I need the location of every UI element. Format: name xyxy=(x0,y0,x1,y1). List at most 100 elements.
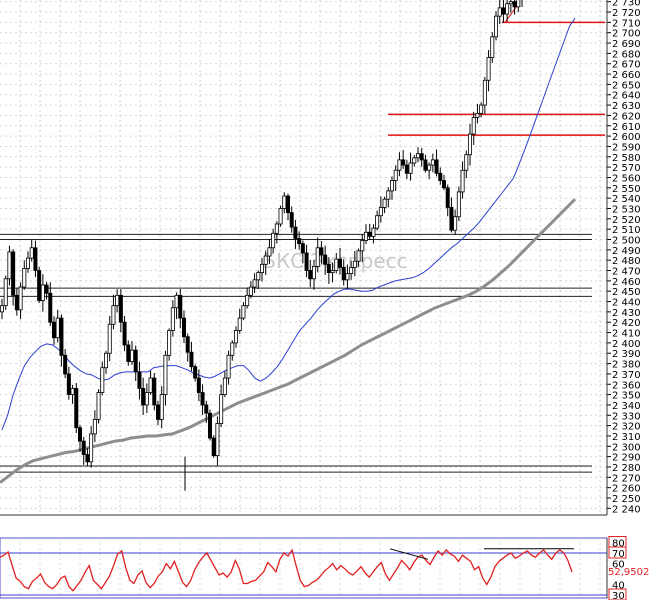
y-tick-label: 2 730 xyxy=(612,0,641,9)
candle-body xyxy=(508,1,513,5)
candle-body xyxy=(107,323,112,354)
candle-body xyxy=(141,387,146,406)
osc-last-value-label: 52,95023 xyxy=(608,567,650,578)
candle-body xyxy=(516,0,521,8)
candle-body xyxy=(85,454,90,463)
candle-body xyxy=(337,258,342,268)
candle-body xyxy=(159,394,164,420)
osc-tick-label: 30 xyxy=(612,591,625,600)
candle-body xyxy=(52,321,57,339)
y-tick-label: 2 350 xyxy=(612,391,641,402)
candle-body xyxy=(204,404,209,414)
candle-body xyxy=(245,294,250,307)
candle-body xyxy=(174,294,179,309)
osc-tick-label: 60 xyxy=(612,560,625,571)
y-tick-label: 2 510 xyxy=(612,225,641,236)
candle-body xyxy=(341,267,346,281)
candle-body xyxy=(278,208,283,225)
candle-body xyxy=(349,267,354,275)
candle-body xyxy=(70,387,75,395)
y-tick-label: 2 570 xyxy=(612,163,641,174)
candle-body xyxy=(7,251,12,280)
candle-body xyxy=(297,238,302,245)
y-tick-label: 2 640 xyxy=(612,91,641,102)
candle-body xyxy=(464,154,469,171)
candle-body xyxy=(0,305,4,313)
candle-body xyxy=(308,270,313,280)
candle-body xyxy=(490,36,495,58)
y-tick-label: 2 370 xyxy=(612,370,641,381)
y-tick-label: 2 610 xyxy=(612,122,641,133)
y-tick-label: 2 560 xyxy=(612,173,641,184)
candle-body xyxy=(404,164,409,174)
candle-body xyxy=(389,180,394,192)
y-tick-label: 2 460 xyxy=(612,277,641,288)
y-tick-label: 2 660 xyxy=(612,70,641,81)
candle-body xyxy=(25,257,30,269)
y-tick-label: 2 600 xyxy=(612,132,641,143)
osc-tick-label: 70 xyxy=(612,549,625,560)
candle-body xyxy=(222,377,227,396)
candle-body xyxy=(122,321,127,346)
candle-body xyxy=(44,284,49,294)
candle-body xyxy=(115,294,120,307)
candle-body xyxy=(33,247,38,271)
candle-body xyxy=(430,159,435,166)
candle-body xyxy=(37,270,42,301)
candle-body xyxy=(330,270,335,273)
candle-body xyxy=(148,377,153,393)
osc-tick-label: 40 xyxy=(612,581,625,592)
candle-body xyxy=(479,104,484,114)
y-tick-label: 2 680 xyxy=(612,49,641,60)
candle-body xyxy=(59,317,64,356)
candle-body xyxy=(449,207,454,231)
candle-body xyxy=(193,366,198,379)
y-tick-label: 2 630 xyxy=(612,101,641,112)
candle-body xyxy=(401,159,406,166)
y-tick-label: 2 330 xyxy=(612,411,641,422)
candle-body xyxy=(92,419,97,435)
candle-body xyxy=(501,7,506,15)
candle-body xyxy=(382,198,387,208)
y-tick-label: 2 420 xyxy=(612,318,641,329)
candle-body xyxy=(3,278,8,307)
y-tick-label: 2 250 xyxy=(612,494,641,505)
y-tick-label: 2 470 xyxy=(612,267,641,278)
candle-body xyxy=(285,195,290,214)
candle-body xyxy=(111,305,116,325)
oscillator-line xyxy=(0,548,573,592)
candle-body xyxy=(207,412,212,439)
candle-body xyxy=(345,273,350,281)
candle-body xyxy=(315,247,320,267)
candle-body xyxy=(274,223,279,234)
candle-body xyxy=(419,153,424,161)
candle-body xyxy=(181,317,186,338)
candle-body xyxy=(189,351,194,368)
candle-body xyxy=(226,354,231,379)
candle-body xyxy=(438,172,443,181)
y-tick-label: 2 410 xyxy=(612,329,641,340)
candle-body xyxy=(29,247,34,259)
candle-body xyxy=(393,169,398,181)
candle-body xyxy=(78,427,83,442)
y-tick-label: 2 310 xyxy=(612,432,641,443)
candle-body xyxy=(74,387,79,429)
candle-body xyxy=(356,250,361,262)
candle-body xyxy=(293,226,298,239)
candle-body xyxy=(323,254,328,265)
candle-body xyxy=(475,112,480,118)
candle-body xyxy=(456,191,461,218)
candle-body xyxy=(196,377,201,393)
y-tick-label: 2 650 xyxy=(612,80,641,91)
candle-body xyxy=(486,57,491,81)
candle-body xyxy=(81,440,86,455)
candle-body xyxy=(493,15,498,38)
candle-body xyxy=(505,3,510,15)
y-tick-label: 2 280 xyxy=(612,463,641,474)
y-tick-label: 2 540 xyxy=(612,194,641,205)
candle-body xyxy=(18,286,23,311)
candle-body xyxy=(252,279,257,288)
candle-body xyxy=(408,162,413,174)
candle-body xyxy=(163,354,168,396)
y-tick-label: 2 500 xyxy=(612,236,641,247)
